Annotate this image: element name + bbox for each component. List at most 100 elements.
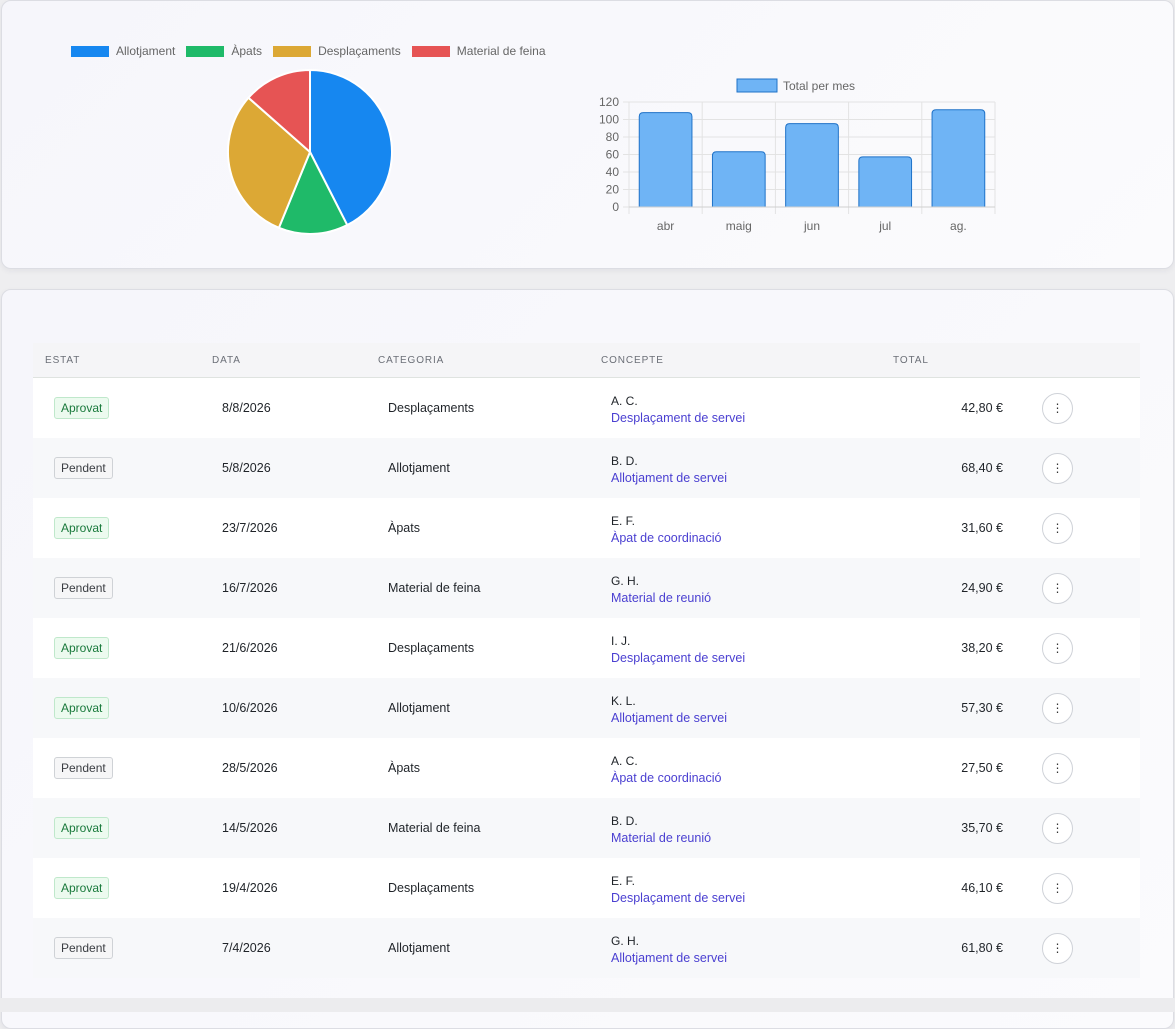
pie-slice--pats[interactable] [277, 149, 349, 235]
header-data[interactable]: DATA [212, 354, 241, 366]
bar-legend-swatch[interactable] [736, 78, 778, 93]
pie-slice-despla-aments[interactable] [227, 96, 312, 230]
row-menu-button[interactable]: ⋮ [1042, 812, 1073, 844]
y-tick-label: 100 [599, 113, 619, 127]
bar-maig[interactable] [711, 151, 766, 207]
category-cell: Desplaçaments [388, 881, 475, 895]
total-cell: 24,90 € [961, 581, 1003, 595]
table-row[interactable]: Aprovat 23/7/2026 Àpats E. F. Àpat de coordi… [33, 498, 1140, 558]
status-badge: Pendent [54, 457, 113, 479]
header-concepte[interactable]: CONCEPTE [601, 354, 664, 366]
table-body: Aprovat 8/8/2026 Desplaçaments A. C. Desplaç… [33, 378, 1140, 978]
vertical-ellipsis-icon: ⋮ [1051, 461, 1064, 475]
concept-cell: G. H. Allotjament de servei [611, 934, 727, 965]
status-badge: Pendent [54, 937, 113, 959]
concept-description[interactable]: Desplaçament de servei [611, 411, 746, 425]
pie-slice-allotjament[interactable] [309, 68, 393, 227]
y-tick-label: 80 [606, 130, 620, 144]
row-menu-button[interactable]: ⋮ [1042, 392, 1073, 424]
header-categoria[interactable]: CATEGORIA [378, 354, 445, 366]
date-cell: 7/4/2026 [222, 941, 271, 955]
category-cell: Àpats [388, 761, 420, 775]
table-row[interactable]: Pendent 5/8/2026 Allotjament B. D. Allotjame… [33, 438, 1140, 498]
total-cell: 27,50 € [961, 761, 1003, 775]
row-menu-button[interactable]: ⋮ [1042, 692, 1073, 724]
header-estat[interactable]: ESTAT [45, 354, 81, 366]
table-header: ESTAT DATA CATEGORIA CONCEPTE TOTAL [33, 343, 1140, 378]
date-cell: 19/4/2026 [222, 881, 278, 895]
bar-ag[interactable] [931, 109, 986, 207]
row-menu-button[interactable]: ⋮ [1042, 452, 1073, 484]
status-badge: Aprovat [54, 397, 110, 419]
concept-description[interactable]: Àpat de coordinació [611, 771, 722, 785]
bar-abr[interactable] [638, 112, 693, 207]
table-row[interactable]: Aprovat 8/8/2026 Desplaçaments A. C. Desplaç… [33, 378, 1140, 438]
category-cell: Allotjament [388, 461, 450, 475]
legend-item-material[interactable]: Material de feina [411, 44, 546, 58]
expenses-table: ESTAT DATA CATEGORIA CONCEPTE TOTAL Apro… [33, 343, 1140, 978]
pie-chart [227, 68, 393, 235]
vertical-ellipsis-icon: ⋮ [1051, 521, 1064, 535]
pie-slice-material-de-feina[interactable] [247, 68, 311, 155]
category-cell: Àpats [388, 521, 420, 535]
x-tick-label: ag. [950, 219, 967, 233]
concept-description[interactable]: Material de reunió [611, 831, 712, 845]
concept-name: G. H. [611, 574, 640, 588]
legend-item-apats[interactable]: Àpats [186, 44, 262, 58]
total-cell: 42,80 € [961, 401, 1003, 415]
concept-description[interactable]: Allotjament de servei [611, 471, 728, 485]
table-row[interactable]: Pendent 28/5/2026 Àpats A. C. Àpat de coordi… [33, 738, 1140, 798]
concept-cell: E. F. Àpat de coordinació [611, 514, 722, 545]
category-cell: Desplaçaments [388, 641, 475, 655]
y-tick-label: 60 [606, 148, 620, 162]
vertical-ellipsis-icon: ⋮ [1051, 881, 1064, 895]
row-menu-button[interactable]: ⋮ [1042, 872, 1073, 904]
vertical-ellipsis-icon: ⋮ [1051, 761, 1064, 775]
bar-jun[interactable] [785, 123, 839, 207]
table-row[interactable]: Aprovat 14/5/2026 Material de feina B. D. Ma… [33, 798, 1140, 858]
concept-description[interactable]: Àpat de coordinació [611, 531, 722, 545]
concept-description[interactable]: Material de reunió [611, 591, 712, 605]
total-cell: 68,40 € [961, 461, 1003, 475]
concept-description[interactable]: Allotjament de servei [611, 951, 728, 965]
header-total[interactable]: TOTAL [893, 354, 929, 366]
table-row[interactable]: Aprovat 10/6/2026 Allotjament K. L. Allotjam… [33, 678, 1140, 738]
row-menu-button[interactable]: ⋮ [1042, 572, 1073, 604]
bar-legend-label[interactable]: Total per mes [783, 79, 855, 93]
bar-chart: Total per mes 0 20 40 60 80 100 120 abr maig jun ju… [599, 78, 996, 233]
vertical-ellipsis-icon: ⋮ [1051, 821, 1064, 835]
date-cell: 10/6/2026 [222, 701, 278, 715]
concept-name: I. J. [611, 634, 631, 648]
x-tick-label: abr [657, 219, 674, 233]
table-row[interactable]: Aprovat 21/6/2026 Desplaçaments I. J. Despla… [33, 618, 1140, 678]
table-row[interactable]: Aprovat 19/4/2026 Desplaçaments E. F. Despla… [33, 858, 1140, 918]
concept-name: B. D. [611, 814, 638, 828]
row-menu-button[interactable]: ⋮ [1042, 752, 1073, 784]
legend-item-allotjament[interactable]: Allotjament [71, 44, 175, 58]
legend-label: Allotjament [116, 44, 176, 58]
row-menu-button[interactable]: ⋮ [1042, 512, 1073, 544]
concept-cell: B. D. Allotjament de servei [611, 454, 727, 485]
y-tick-label: 120 [599, 95, 619, 109]
date-cell: 21/6/2026 [222, 641, 278, 655]
date-cell: 5/8/2026 [222, 461, 271, 475]
table-row[interactable]: Pendent 16/7/2026 Material de feina G. H. Ma… [33, 558, 1140, 618]
date-cell: 8/8/2026 [222, 401, 271, 415]
legend-swatch [186, 45, 225, 57]
status-badge: Aprovat [54, 817, 110, 839]
row-menu-button[interactable]: ⋮ [1042, 932, 1073, 964]
table-row[interactable]: Pendent 7/4/2026 Allotjament G. H. Allotjame… [33, 918, 1140, 978]
bar-jul[interactable] [858, 156, 913, 207]
y-tick-label: 20 [606, 183, 620, 197]
x-tick-label: maig [726, 219, 752, 233]
legend-item-desplacaments[interactable]: Desplaçaments [273, 44, 401, 58]
vertical-ellipsis-icon: ⋮ [1051, 581, 1064, 595]
y-tick-label: 0 [612, 200, 619, 214]
vertical-ellipsis-icon: ⋮ [1051, 641, 1064, 655]
concept-description[interactable]: Allotjament de servei [611, 711, 728, 725]
concept-description[interactable]: Desplaçament de servei [611, 651, 746, 665]
concept-description[interactable]: Desplaçament de servei [611, 891, 746, 905]
row-menu-button[interactable]: ⋮ [1042, 632, 1073, 664]
concept-name: K. L. [611, 694, 636, 708]
status-badge: Aprovat [54, 637, 110, 659]
